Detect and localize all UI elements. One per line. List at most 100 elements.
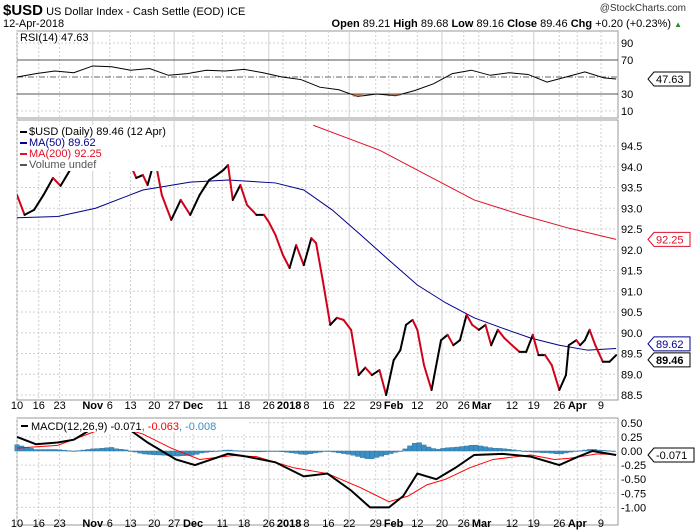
x-tick-label: 13 xyxy=(124,400,136,412)
x-tick-label: 26 xyxy=(263,400,275,412)
macd-histogram-bar xyxy=(336,450,342,454)
x-tick-label: Apr xyxy=(568,518,588,530)
price-segment xyxy=(156,169,163,196)
price-segment xyxy=(295,244,305,267)
price-y-tick-label: 93.5 xyxy=(621,183,642,195)
macd-histogram-bar xyxy=(170,450,176,457)
x-tick-label: 26 xyxy=(263,518,275,530)
macd-legend-value: , -0.008 xyxy=(179,421,216,433)
macd-histogram-bar xyxy=(563,450,569,454)
price-segment xyxy=(364,366,373,377)
price-segment xyxy=(170,198,182,221)
rsi-y-tick-label: 30 xyxy=(621,89,633,101)
macd-value-tag-box xyxy=(647,447,695,463)
price-segment xyxy=(215,169,225,177)
price-y-tick-label: 88.5 xyxy=(621,390,642,402)
macd-histogram-bar xyxy=(52,449,58,452)
macd-histogram-bar xyxy=(544,450,550,454)
macd-histogram-bar xyxy=(388,450,394,454)
price-segment xyxy=(189,193,201,216)
macd-histogram-bar xyxy=(317,450,323,453)
macd-histogram-bar xyxy=(606,450,612,452)
macd-histogram-bar xyxy=(255,450,261,453)
macd-histogram-bar xyxy=(109,447,115,452)
macd-histogram-bar xyxy=(402,448,408,452)
x-tick-label: 26 xyxy=(553,400,565,412)
price-segment xyxy=(310,237,318,245)
macd-histogram-bar xyxy=(345,450,351,455)
price-legend-bg xyxy=(18,125,160,171)
macd-histogram-bar xyxy=(137,450,143,454)
price-segment xyxy=(267,220,277,236)
price-segment xyxy=(239,184,248,206)
price-segment xyxy=(440,333,449,342)
price-segment xyxy=(17,193,26,216)
x-tick-label: 2018 xyxy=(277,518,301,530)
macd-histogram-bar xyxy=(142,450,148,455)
macd-y-tick-label: 0.25 xyxy=(621,432,642,444)
macd-histogram-bar xyxy=(42,449,48,452)
price-segment xyxy=(342,318,353,331)
price-segment xyxy=(404,318,414,326)
x-tick-label: 10 xyxy=(11,400,23,412)
price-segment xyxy=(23,208,36,216)
macd-histogram-bar xyxy=(516,450,522,452)
price-segment xyxy=(510,344,521,353)
price-y-tick-label: 90.0 xyxy=(621,328,642,340)
macd-histogram-bar xyxy=(539,450,545,453)
x-tick-label: 6 xyxy=(107,400,113,412)
price-segment xyxy=(315,242,324,282)
price-value-tag-box xyxy=(647,352,691,368)
macd-histogram-bar xyxy=(412,443,418,452)
x-tick-label: Feb xyxy=(384,400,404,412)
x-tick-label: 6 xyxy=(107,518,113,530)
macd-histogram-bar xyxy=(66,450,72,452)
x-tick-label: 18 xyxy=(238,400,250,412)
x-tick-label: Nov xyxy=(82,400,104,412)
macd-histogram-bar xyxy=(426,446,432,452)
macd-histogram-bar xyxy=(577,450,583,452)
chart-date: 12-Apr-2018 xyxy=(3,18,65,30)
x-tick-label: 26 xyxy=(458,518,470,530)
price-segment xyxy=(550,364,561,392)
macd-histogram-bar xyxy=(520,450,526,452)
price-segment xyxy=(567,339,578,347)
macd-histogram-bar xyxy=(236,450,242,452)
ma200-line xyxy=(313,124,617,240)
chg-value: +0.20 (+0.23%) xyxy=(595,18,672,30)
price-y-tick-label: 89.0 xyxy=(621,369,642,381)
macd-histogram-bar xyxy=(374,450,380,458)
price-y-tick-label: 92.5 xyxy=(621,224,642,236)
macd-y-tick-label: 0.50 xyxy=(621,418,642,430)
price-segment xyxy=(160,193,173,221)
price-y-tick-label: 92.0 xyxy=(621,245,642,257)
x-tick-label: Dec xyxy=(183,400,203,412)
chg-label: Chg xyxy=(570,18,593,30)
price-segment xyxy=(135,174,144,179)
price-legend-entry: MA(200) 92.25 xyxy=(29,148,102,160)
x-tick-label: Nov xyxy=(82,518,104,530)
rsi-oversold-fill xyxy=(390,94,401,96)
macd-histogram-bar xyxy=(298,450,304,455)
x-tick-label: Feb xyxy=(384,518,404,530)
price-segment xyxy=(245,203,258,216)
macd-histogram-bar xyxy=(156,450,162,456)
macd-histogram-bar xyxy=(568,450,574,453)
macd-histogram-bar xyxy=(284,450,290,453)
macd-histogram-bar xyxy=(350,450,356,456)
macd-histogram-bar xyxy=(90,448,96,452)
price-segment xyxy=(59,169,72,187)
x-tick-label: 11 xyxy=(217,518,228,530)
price-segment xyxy=(208,174,218,182)
price-segment xyxy=(141,174,149,187)
open-label: Open xyxy=(331,18,360,30)
x-tick-label: 19 xyxy=(528,518,540,530)
macd-histogram-bar xyxy=(260,450,266,452)
price-segment xyxy=(281,254,291,270)
rsi-value-tag-box xyxy=(647,71,691,87)
x-tick-label: 12 xyxy=(411,400,423,412)
macd-histogram-bar xyxy=(104,447,110,452)
price-segment xyxy=(588,328,597,347)
macd-y-tick-label: -1.00 xyxy=(621,502,646,514)
